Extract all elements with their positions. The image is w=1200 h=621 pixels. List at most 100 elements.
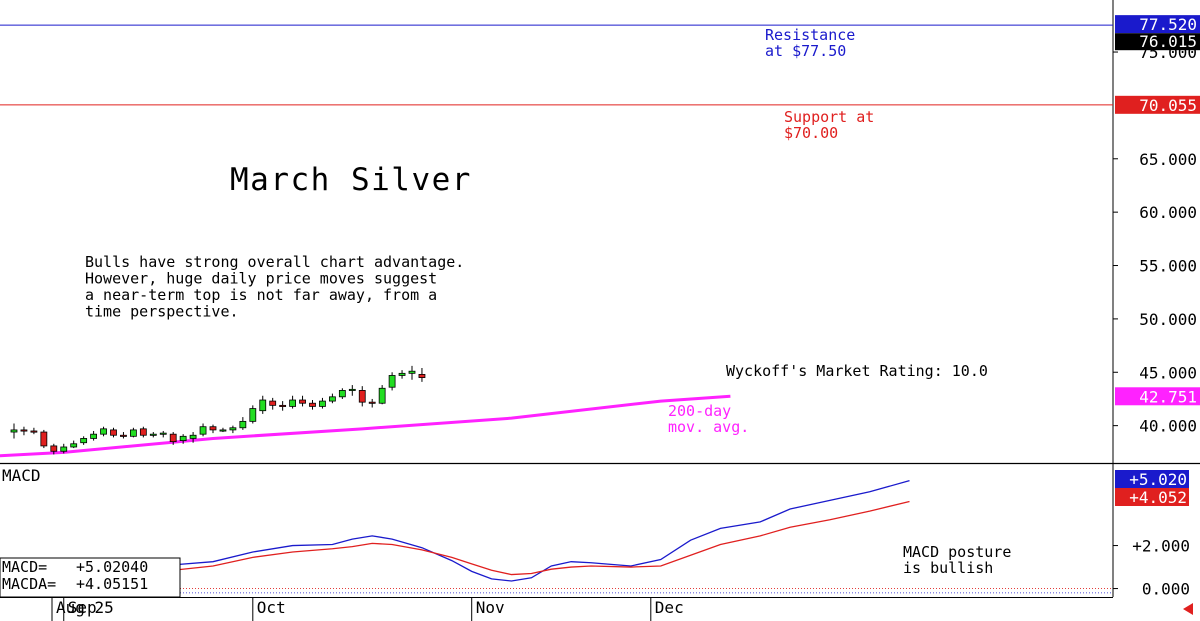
last-price-label: 76.015 bbox=[1139, 32, 1197, 51]
price-tick-label: 40.000 bbox=[1139, 417, 1197, 436]
candle bbox=[239, 417, 247, 430]
support-note: Support at $70.00 bbox=[784, 108, 874, 142]
ma200-badge bbox=[1115, 387, 1200, 406]
candle-body bbox=[129, 429, 137, 437]
candle-body bbox=[348, 388, 356, 391]
time-tick-label: Sep bbox=[68, 598, 97, 617]
candle-body bbox=[418, 374, 426, 379]
candle-body bbox=[169, 433, 177, 443]
time-tick-label: Dec bbox=[655, 598, 684, 617]
candle bbox=[309, 400, 316, 410]
candle-body bbox=[219, 429, 227, 432]
candle bbox=[259, 395, 267, 414]
time-tick-label: Nov bbox=[476, 598, 505, 617]
candle-body bbox=[10, 429, 18, 433]
candle bbox=[348, 385, 356, 396]
candle-body bbox=[110, 429, 117, 436]
candle-body bbox=[289, 399, 297, 407]
candle bbox=[139, 426, 147, 438]
candle bbox=[269, 397, 277, 410]
candle-body bbox=[239, 420, 247, 429]
candle bbox=[219, 427, 227, 433]
candle bbox=[70, 440, 78, 449]
candle bbox=[299, 395, 306, 407]
candle bbox=[249, 405, 257, 424]
candle-body bbox=[259, 399, 267, 412]
ma200-note: 200-day mov. avg. bbox=[668, 402, 749, 436]
candle bbox=[90, 430, 97, 441]
candle-body bbox=[209, 426, 217, 431]
candle bbox=[328, 393, 336, 404]
candle-body bbox=[249, 408, 257, 422]
macd-legend-name: MACDA= bbox=[2, 575, 56, 593]
time-tick-label: Oct bbox=[257, 598, 286, 617]
candle bbox=[388, 372, 396, 391]
candle bbox=[199, 423, 207, 437]
candle-body bbox=[189, 434, 197, 439]
chart-title: March Silver bbox=[230, 162, 472, 198]
candle-body bbox=[40, 431, 48, 447]
candle bbox=[378, 385, 386, 405]
commentary-text: Bulls have strong overall chart advantag… bbox=[85, 253, 464, 321]
candle-body bbox=[358, 390, 366, 403]
candle bbox=[338, 388, 346, 399]
candle-body bbox=[279, 404, 287, 407]
macd-end-badge bbox=[1115, 488, 1189, 506]
macd-legend-value: +4.05151 bbox=[76, 575, 148, 593]
candle-body bbox=[70, 443, 78, 448]
candle bbox=[179, 434, 187, 444]
resistance-price-badge bbox=[1115, 15, 1200, 34]
macd-legend-box bbox=[0, 557, 181, 598]
candle-body bbox=[398, 372, 406, 376]
ma200-label: 42.751 bbox=[1139, 387, 1197, 406]
macd-tick-label: +2.000 bbox=[1132, 537, 1190, 556]
macd-title: MACD bbox=[2, 466, 41, 485]
candle bbox=[418, 367, 426, 382]
candle-body bbox=[269, 400, 277, 406]
candle-body bbox=[408, 370, 416, 374]
candle bbox=[110, 427, 117, 438]
candle bbox=[279, 401, 287, 411]
ma200-line bbox=[0, 394, 731, 458]
candle-body bbox=[179, 435, 187, 441]
candle bbox=[289, 395, 297, 409]
candle-body bbox=[139, 428, 147, 436]
scroll-left-icon[interactable] bbox=[1183, 603, 1193, 615]
candle-body bbox=[378, 387, 386, 404]
support-price-badge bbox=[1115, 95, 1200, 114]
macd-note: MACD posture is bullish bbox=[903, 543, 1011, 577]
macd-end-label: +4.052 bbox=[1129, 488, 1187, 507]
candle-body bbox=[319, 400, 326, 407]
candle-body bbox=[100, 428, 107, 435]
candle bbox=[100, 426, 107, 437]
candle bbox=[169, 432, 177, 445]
candle bbox=[189, 432, 197, 443]
macd-end-badge bbox=[1115, 470, 1189, 488]
price-tick-label: 45.000 bbox=[1139, 363, 1197, 382]
price-tick-label: 65.000 bbox=[1139, 150, 1197, 169]
candle-body bbox=[388, 375, 396, 388]
macd-legend-name: MACD= bbox=[2, 558, 47, 576]
last-price-badge bbox=[1115, 33, 1200, 51]
candle-body bbox=[120, 434, 127, 437]
candle-body bbox=[90, 433, 97, 439]
candle bbox=[319, 397, 326, 409]
candle-body bbox=[20, 429, 28, 432]
macd-end-label: +5.020 bbox=[1129, 470, 1187, 489]
candle bbox=[159, 430, 167, 438]
candle-body bbox=[309, 402, 316, 407]
candle bbox=[10, 423, 18, 439]
candle bbox=[209, 424, 217, 434]
candle-body bbox=[299, 399, 306, 404]
candle-body bbox=[60, 446, 68, 452]
candle bbox=[40, 429, 48, 449]
candle-body bbox=[338, 390, 346, 398]
candle-body bbox=[159, 432, 167, 435]
candle-body bbox=[328, 396, 336, 402]
candle-body bbox=[368, 401, 376, 404]
candle-body bbox=[30, 430, 38, 433]
price-tick-label: 60.000 bbox=[1139, 203, 1197, 222]
candle bbox=[368, 398, 376, 408]
candle bbox=[149, 432, 157, 438]
